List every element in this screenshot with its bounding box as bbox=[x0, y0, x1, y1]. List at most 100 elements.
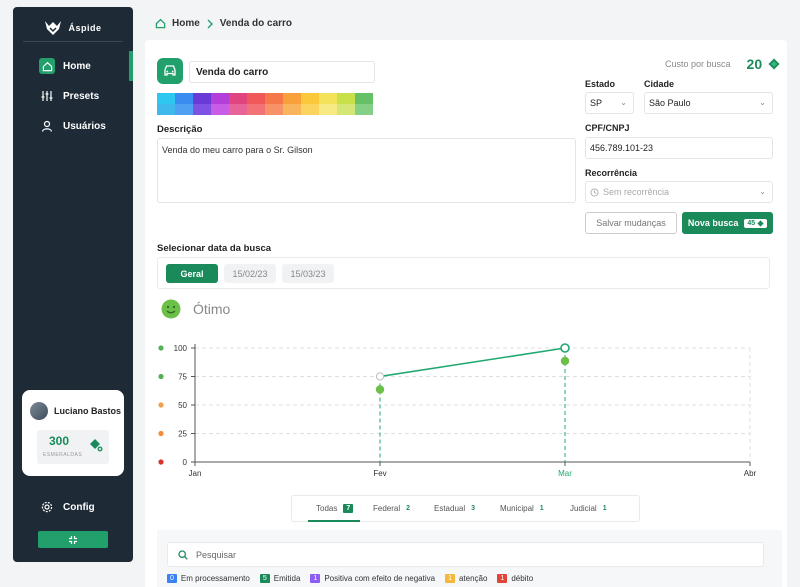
cpf-input[interactable]: 456.789.101-23 bbox=[585, 137, 773, 159]
swatch-bottom bbox=[355, 104, 373, 115]
swatch-top bbox=[157, 93, 175, 104]
color-swatch[interactable] bbox=[247, 93, 265, 115]
home-icon[interactable] bbox=[155, 18, 166, 29]
avatar bbox=[30, 402, 48, 420]
swatch-bottom bbox=[301, 104, 319, 115]
active-tab-underline bbox=[308, 520, 360, 522]
x-tick-label: Mar bbox=[558, 469, 572, 478]
search-icon bbox=[178, 549, 188, 560]
legend-item: 1 débito bbox=[497, 574, 533, 583]
description-textarea[interactable]: Venda do meu carro para o Sr. Gilson bbox=[157, 138, 576, 203]
filter-tab-estadual[interactable]: Estadual 3 bbox=[434, 504, 475, 513]
cost-label: Custo por busca bbox=[665, 59, 731, 69]
filter-tab-count: 1 bbox=[539, 505, 544, 512]
estado-label: Estado bbox=[585, 79, 616, 89]
emerald-icon bbox=[768, 58, 780, 70]
legend-count-badge: 1 bbox=[497, 574, 508, 583]
app-logo[interactable]: Áspide bbox=[13, 15, 133, 41]
color-swatch[interactable] bbox=[265, 93, 283, 115]
gems-label: ESMERALDAS bbox=[43, 452, 83, 458]
date-tab-geral[interactable]: Geral bbox=[166, 264, 218, 283]
swatch-bottom bbox=[265, 104, 283, 115]
swatch-top bbox=[337, 93, 355, 104]
legend-label: débito bbox=[511, 574, 534, 583]
filter-tab-count: 7 bbox=[343, 504, 354, 513]
legend-label: atenção bbox=[458, 574, 488, 583]
legend-item: 1 atenção bbox=[445, 574, 487, 583]
y-tick-label: 25 bbox=[178, 430, 187, 439]
filter-tab-count: 1 bbox=[602, 505, 607, 512]
color-swatch[interactable] bbox=[193, 93, 211, 115]
date-tab-2[interactable]: 15/03/23 bbox=[282, 264, 334, 283]
profile-card[interactable]: Luciano Bastos 300 ESMERALDAS bbox=[22, 390, 124, 476]
swatch-top bbox=[193, 93, 211, 104]
x-tick-label: Abr bbox=[744, 469, 757, 478]
color-swatch[interactable] bbox=[337, 93, 355, 115]
cidade-select[interactable]: São Paulo ⌄ bbox=[644, 92, 773, 114]
y-tick-label: 100 bbox=[174, 344, 188, 353]
cost-per-search: Custo por busca 20 bbox=[665, 56, 780, 72]
description-label: Descrição bbox=[157, 124, 203, 135]
recorrencia-select[interactable]: Sem recorrência ⌄ bbox=[585, 181, 773, 203]
swatch-bottom bbox=[247, 104, 265, 115]
date-selector: Geral 15/02/23 15/03/23 bbox=[157, 257, 770, 289]
status-indicator: Ótimo bbox=[161, 299, 230, 319]
recorrencia-placeholder: Sem recorrência bbox=[603, 187, 670, 197]
color-swatch[interactable] bbox=[283, 93, 301, 115]
swatch-top bbox=[301, 93, 319, 104]
sidebar: Áspide Home Presets Usuários Luciano Bas… bbox=[13, 7, 133, 562]
color-palette bbox=[157, 93, 373, 115]
save-changes-button[interactable]: Salvar mudanças bbox=[585, 212, 677, 234]
chevron-right-icon bbox=[207, 19, 213, 28]
filter-tab-label: Todas bbox=[316, 504, 338, 513]
estado-select[interactable]: SP ⌄ bbox=[585, 92, 634, 114]
sidebar-item-home[interactable]: Home bbox=[13, 54, 133, 78]
results-area: Pesquisar 0 Em processamento 5 Emitida 1 Posi… bbox=[157, 530, 782, 587]
sidebar-item-label: Presets bbox=[63, 90, 100, 102]
color-swatch[interactable] bbox=[355, 93, 373, 115]
gems-balance: 300 ESMERALDAS bbox=[37, 430, 109, 464]
filter-tab-federal[interactable]: Federal 2 bbox=[373, 504, 410, 513]
swatch-top bbox=[247, 93, 265, 104]
search-input[interactable]: Pesquisar bbox=[167, 542, 764, 567]
sidebar-item-usuarios[interactable]: Usuários bbox=[13, 114, 133, 138]
swatch-top bbox=[355, 93, 373, 104]
new-search-cost-badge: 45 bbox=[744, 218, 768, 228]
date-tab-1[interactable]: 15/02/23 bbox=[224, 264, 276, 283]
color-swatch[interactable] bbox=[301, 93, 319, 115]
color-swatch[interactable] bbox=[157, 93, 175, 115]
swatch-top bbox=[265, 93, 283, 104]
swatch-top bbox=[229, 93, 247, 104]
chevron-down-icon: ⌄ bbox=[759, 187, 766, 196]
point-smiley-icon bbox=[375, 385, 385, 394]
score-chart: 0 25 50 75 100 Jan Fev Mar Abr bbox=[158, 343, 757, 478]
sidebar-item-presets[interactable]: Presets bbox=[13, 84, 133, 108]
sidebar-item-label: Config bbox=[63, 501, 95, 513]
new-search-button[interactable]: Nova busca 45 bbox=[682, 212, 773, 234]
chevron-down-icon: ⌄ bbox=[620, 98, 627, 107]
emerald-add-icon[interactable] bbox=[89, 438, 103, 455]
swatch-bottom bbox=[193, 104, 211, 115]
filter-tab-municipal[interactable]: Municipal 1 bbox=[500, 504, 544, 513]
filter-tab-label: Judicial bbox=[570, 504, 597, 513]
color-swatch[interactable] bbox=[211, 93, 229, 115]
filter-tab-label: Estadual bbox=[434, 504, 466, 513]
color-swatch[interactable] bbox=[319, 93, 337, 115]
y-tick-dot bbox=[158, 373, 164, 380]
filter-tab-judicial[interactable]: Judicial 1 bbox=[570, 504, 607, 513]
search-title-input[interactable]: Venda do carro bbox=[189, 61, 375, 83]
expand-sidebar-button[interactable] bbox=[38, 531, 108, 548]
legend-label: Em processamento bbox=[180, 574, 250, 583]
sidebar-item-config[interactable]: Config bbox=[13, 495, 133, 519]
breadcrumb-home[interactable]: Home bbox=[172, 18, 200, 29]
cidade-value: São Paulo bbox=[649, 98, 691, 108]
series-line bbox=[379, 347, 566, 378]
color-swatch[interactable] bbox=[175, 93, 193, 115]
active-indicator bbox=[129, 51, 133, 81]
emerald-icon bbox=[757, 219, 764, 227]
user-icon bbox=[39, 118, 55, 134]
color-swatch[interactable] bbox=[229, 93, 247, 115]
swatch-bottom bbox=[229, 104, 247, 115]
legend-item: 0 Em processamento bbox=[167, 574, 250, 583]
filter-tab-todas[interactable]: Todas 7 bbox=[316, 504, 354, 513]
